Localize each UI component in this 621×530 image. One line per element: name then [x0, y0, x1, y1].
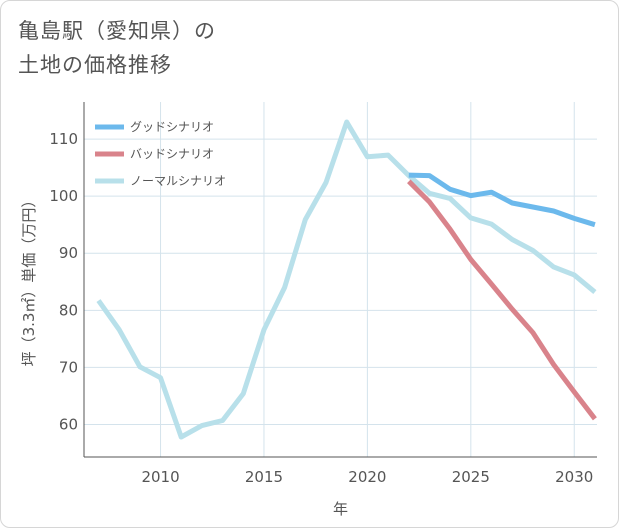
y-tick-label-80: 80 — [59, 301, 78, 319]
series-line-1 — [407, 179, 597, 421]
y-tick-label-90: 90 — [59, 244, 78, 262]
tick-labels: 2010 2015 2020 2025 2030 60 70 80 90 100 110 — [49, 130, 593, 486]
legend-label-1: バッドシナリオ — [130, 147, 214, 161]
x-tick-label-2030: 2030 — [555, 468, 593, 486]
y-tick-label-70: 70 — [59, 358, 78, 376]
page-title: 亀島駅（愛知県）の 土地の価格推移 — [18, 14, 216, 82]
x-tick-label-2015: 2015 — [245, 468, 283, 486]
legend-label-0: グッドシナリオ — [130, 120, 214, 134]
page-title-line-2: 土地の価格推移 — [18, 53, 172, 77]
series-line-0 — [408, 172, 596, 228]
page-title-line-1: 亀島駅（愛知県）の — [18, 19, 216, 43]
x-tick-label-2020: 2020 — [348, 468, 386, 486]
y-axis-label: 坪（3.3㎡）単価（万円） — [20, 193, 38, 367]
series-lines — [96, 119, 597, 440]
y-tick-label-100: 100 — [49, 187, 78, 205]
y-tick-label-60: 60 — [59, 415, 78, 433]
x-tick-label-2025: 2025 — [452, 468, 490, 486]
legend-label-2: ノーマルシナリオ — [130, 174, 226, 188]
axes — [83, 102, 597, 458]
y-tick-label-110: 110 — [49, 130, 78, 148]
x-tick-label-2010: 2010 — [141, 468, 179, 486]
series-line-2 — [96, 119, 597, 440]
x-axis-label: 年 — [333, 500, 348, 518]
